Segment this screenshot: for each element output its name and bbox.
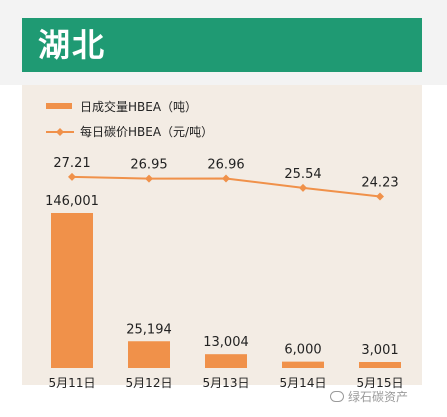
price-point-2 [145,174,153,183]
price-point-5 [376,192,384,201]
legend-line-marker [56,128,64,136]
watermark: 绿石碳资产 [330,386,408,406]
price-value-label-5: 24.23 [361,175,398,190]
bar-1 [51,213,93,368]
price-value-label-1: 27.21 [53,156,90,171]
price-point-4 [299,183,307,192]
price-value-label-3: 26.96 [207,158,244,173]
x-tick-label-2: 5月12日 [126,376,173,390]
bar-value-label-5: 3,001 [361,343,398,358]
title-banner: 湖北 [22,18,422,72]
page-title: 湖北 [38,26,107,64]
bar-value-label-2: 25,194 [126,322,172,337]
legend-line-label: 每日碳价HBEA（元/吨） [80,124,213,139]
legend-bar-label: 日成交量HBEA（吨） [80,99,197,114]
bar-value-label-4: 6,000 [284,343,321,358]
price-value-label-2: 26.95 [130,158,167,173]
x-tick-label-1: 5月11日 [49,376,96,390]
x-tick-label-4: 5月14日 [280,376,327,390]
legend-bar-swatch [46,103,72,109]
bar-3 [205,354,247,368]
bar-value-label-1: 146,001 [45,194,99,209]
chart-marks: 146,001 5月11日 25,194 5月12日 13,004 5月13日 6,000 5… [45,156,403,390]
bar-value-label-3: 13,004 [203,335,249,350]
watermark-text: 绿石碳资产 [348,389,409,404]
x-tick-label-5: 5月15日 [357,376,404,390]
price-point-3 [222,174,230,183]
chat-bubble-icon [330,390,344,402]
price-value-label-4: 25.54 [284,167,321,182]
legend: 日成交量HBEA（吨） 每日碳价HBEA（元/吨） [46,99,213,139]
bar-4 [282,361,324,368]
price-point-1 [68,172,76,181]
x-tick-label-3: 5月13日 [203,376,250,390]
bar-5 [359,362,401,368]
bar-2 [128,341,170,368]
